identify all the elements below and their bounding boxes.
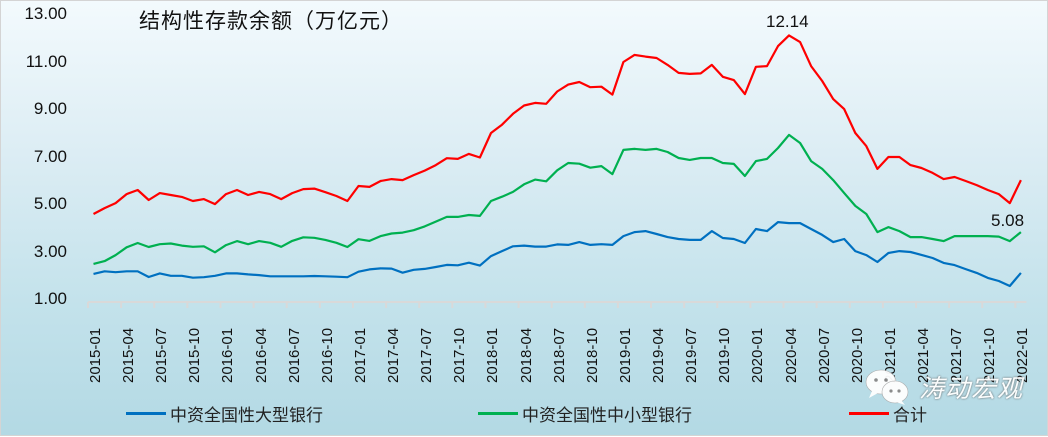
y-tick-label: 1.00 [33,289,67,308]
y-tick-label: 11.00 [25,51,67,71]
watermark: 涛动宏观 [863,367,1023,407]
watermark-text: 涛动宏观 [919,375,1024,403]
legend-item-small-medium-banks: 中资全国性中小型银行 [478,401,692,426]
legend-swatch-green [478,412,518,415]
legend-label: 中资全国性大型银行 [170,406,323,425]
legend-label: 合计 [893,406,927,425]
annotation-peak: 12.14 [766,12,809,31]
chart-title: 结构性存款余额（万亿元） [139,9,403,33]
y-tick-label: 9.00 [33,99,67,118]
x-axis-line [87,301,1027,308]
legend-swatch-blue [126,412,166,415]
legend-item-large-banks: 中资全国性大型银行 [126,401,323,426]
y-tick-label: 3.00 [33,241,67,261]
y-tick-label: 5.00 [33,194,67,213]
wechat-icon [865,369,909,405]
series-line-0 [93,221,1022,288]
legend-item-total: 合计 [849,401,927,426]
legend-swatch-red [849,412,889,415]
series-line-1 [93,133,1022,265]
legend-label: 中资全国性中小型银行 [522,406,692,425]
y-tick-label: 13.00 [24,4,67,23]
annotation-low: 5.08 [991,211,1025,230]
y-tick-label: 7.00 [33,146,67,166]
series-line-2 [92,34,1022,215]
